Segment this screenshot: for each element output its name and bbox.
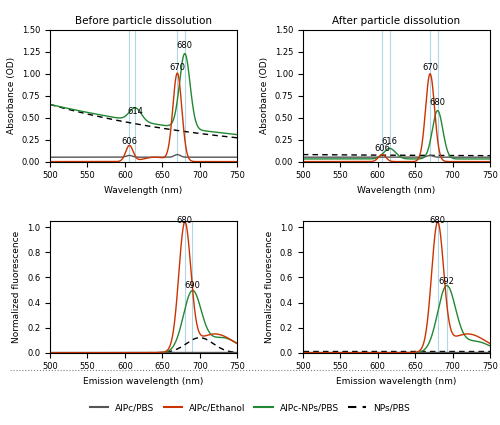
Text: 680: 680 xyxy=(177,41,193,50)
Text: 680: 680 xyxy=(430,215,446,225)
Y-axis label: Normalized fluorescence: Normalized fluorescence xyxy=(265,231,274,343)
X-axis label: Wavelength (nm): Wavelength (nm) xyxy=(104,186,182,195)
X-axis label: Emission wavelength (nm): Emission wavelength (nm) xyxy=(336,377,456,386)
Text: 680: 680 xyxy=(430,98,446,107)
Text: 606: 606 xyxy=(122,137,138,146)
X-axis label: Emission wavelength (nm): Emission wavelength (nm) xyxy=(84,377,204,386)
Y-axis label: Normalized fluorescence: Normalized fluorescence xyxy=(12,231,22,343)
Y-axis label: Absorbance (OD): Absorbance (OD) xyxy=(7,57,16,134)
Text: 614: 614 xyxy=(128,107,144,116)
Text: 670: 670 xyxy=(422,63,438,72)
Text: 616: 616 xyxy=(382,137,398,146)
Title: Before particle dissolution: Before particle dissolution xyxy=(75,16,212,26)
X-axis label: Wavelength (nm): Wavelength (nm) xyxy=(358,186,436,195)
Title: After particle dissolution: After particle dissolution xyxy=(332,16,460,26)
Text: 690: 690 xyxy=(184,281,200,290)
Text: 606: 606 xyxy=(374,144,390,153)
Legend: AlPc/PBS, AlPc/Ethanol, AlPc-NPs/PBS, NPs/PBS: AlPc/PBS, AlPc/Ethanol, AlPc-NPs/PBS, NP… xyxy=(86,400,413,416)
Text: 680: 680 xyxy=(177,215,193,225)
Y-axis label: Absorbance (OD): Absorbance (OD) xyxy=(260,57,269,134)
Text: 692: 692 xyxy=(438,277,454,286)
Text: 670: 670 xyxy=(170,63,186,72)
